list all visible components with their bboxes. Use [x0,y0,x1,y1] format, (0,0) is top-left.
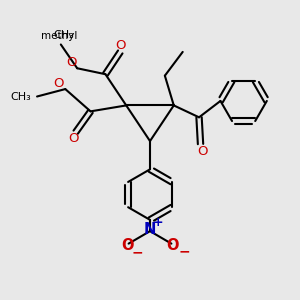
Text: O: O [115,39,125,52]
Text: O: O [167,238,179,253]
Text: N: N [144,222,156,237]
Text: CH₃: CH₃ [11,92,31,101]
Text: CH₃: CH₃ [53,30,74,40]
Text: methyl: methyl [41,31,77,41]
Text: O: O [121,238,134,253]
Text: O: O [197,145,207,158]
Text: −: − [131,245,143,259]
Text: O: O [53,77,64,90]
Text: O: O [68,132,79,145]
Text: +: + [153,216,164,229]
Text: −: − [178,244,190,258]
Text: O: O [67,56,77,69]
